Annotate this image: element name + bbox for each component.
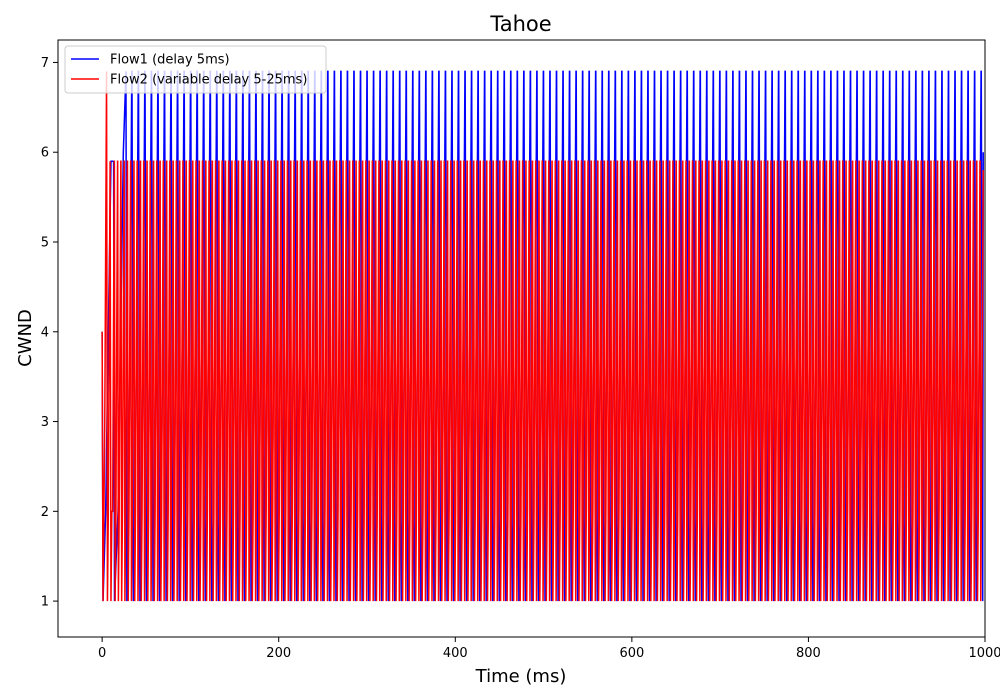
y-tick-label: 7: [41, 56, 49, 71]
x-tick-label: 600: [619, 646, 644, 661]
x-tick-label: 800: [796, 646, 821, 661]
y-tick-label: 2: [41, 505, 49, 520]
y-tick-label: 5: [41, 235, 49, 250]
chart-title: Tahoe: [489, 12, 551, 36]
y-tick-label: 4: [41, 325, 49, 340]
x-tick-label: 0: [98, 646, 106, 661]
y-tick-label: 1: [41, 595, 49, 610]
legend-label-1: Flow1 (delay 5ms): [110, 53, 230, 68]
plot-area: [101, 70, 984, 602]
y-axis-title: CWND: [15, 309, 36, 367]
legend: Flow1 (delay 5ms) Flow2 (variable delay 5…: [64, 45, 327, 94]
y-tick-label: 6: [41, 146, 49, 161]
y-tick-label: 3: [41, 415, 49, 430]
x-axis-title: Time (ms): [475, 666, 567, 687]
legend-box: [64, 45, 327, 94]
plot-frame: [57, 39, 986, 638]
series-line-2: [101, 71, 984, 602]
legend-label-2: Flow2 (variable delay 5-25ms): [110, 73, 307, 88]
x-tick-label: 400: [443, 646, 468, 661]
x-tick-label: 200: [266, 646, 291, 661]
axes: 0 200 400 600 800 1000 1 2 3 4 5 6 7: [41, 39, 1000, 661]
x-tick-label: 1000: [968, 646, 1000, 661]
